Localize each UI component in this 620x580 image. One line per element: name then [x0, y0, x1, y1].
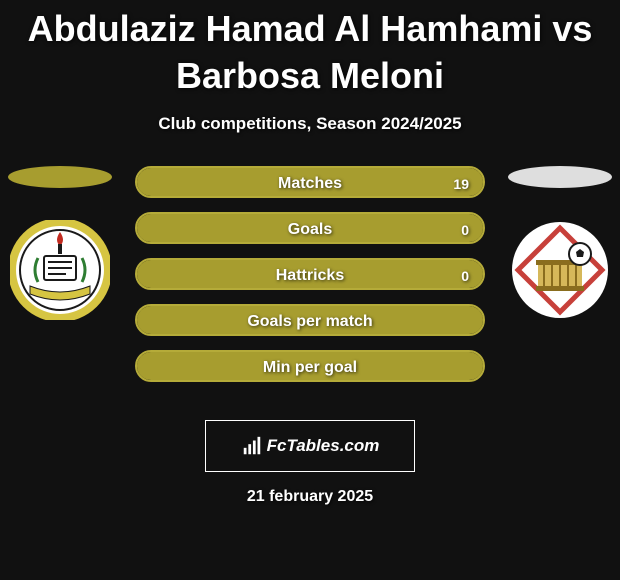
page-subtitle: Club competitions, Season 2024/2025 [0, 114, 620, 134]
stat-bar-value: 0 [461, 260, 469, 292]
infographic-container: Abdulaziz Hamad Al Hamhami vs Barbosa Me… [0, 0, 620, 580]
stat-bar: Goals per match [135, 304, 485, 336]
stat-bars: Matches19Goals0Hattricks0Goals per match… [135, 166, 485, 382]
stat-bar: Hattricks0 [135, 258, 485, 290]
club-logo-2-icon [510, 220, 610, 320]
stat-bar-label: Min per goal [137, 352, 483, 384]
stat-bar-label: Hattricks [137, 260, 483, 292]
left-player-marker [8, 166, 112, 188]
date-text: 21 february 2025 [0, 488, 620, 506]
stat-bar-value: 19 [453, 168, 469, 200]
club-logo-1-icon [10, 220, 110, 320]
stat-bar-label: Goals per match [137, 306, 483, 338]
stat-bar: Matches19 [135, 166, 485, 198]
comparison-chart: Matches19Goals0Hattricks0Goals per match… [0, 166, 620, 406]
left-club-badge [10, 220, 110, 320]
stat-bar-value: 0 [461, 214, 469, 246]
page-title: Abdulaziz Hamad Al Hamhami vs Barbosa Me… [0, 0, 620, 100]
brand-box: FcTables.com [205, 420, 415, 472]
stat-bar-label: Matches [137, 168, 483, 200]
stat-bar: Goals0 [135, 212, 485, 244]
right-player-marker [508, 166, 612, 188]
bar-chart-icon [241, 435, 263, 457]
stat-bar-label: Goals [137, 214, 483, 246]
stat-bar: Min per goal [135, 350, 485, 382]
right-club-badge [510, 220, 610, 320]
brand-name: FcTables.com [267, 436, 380, 456]
